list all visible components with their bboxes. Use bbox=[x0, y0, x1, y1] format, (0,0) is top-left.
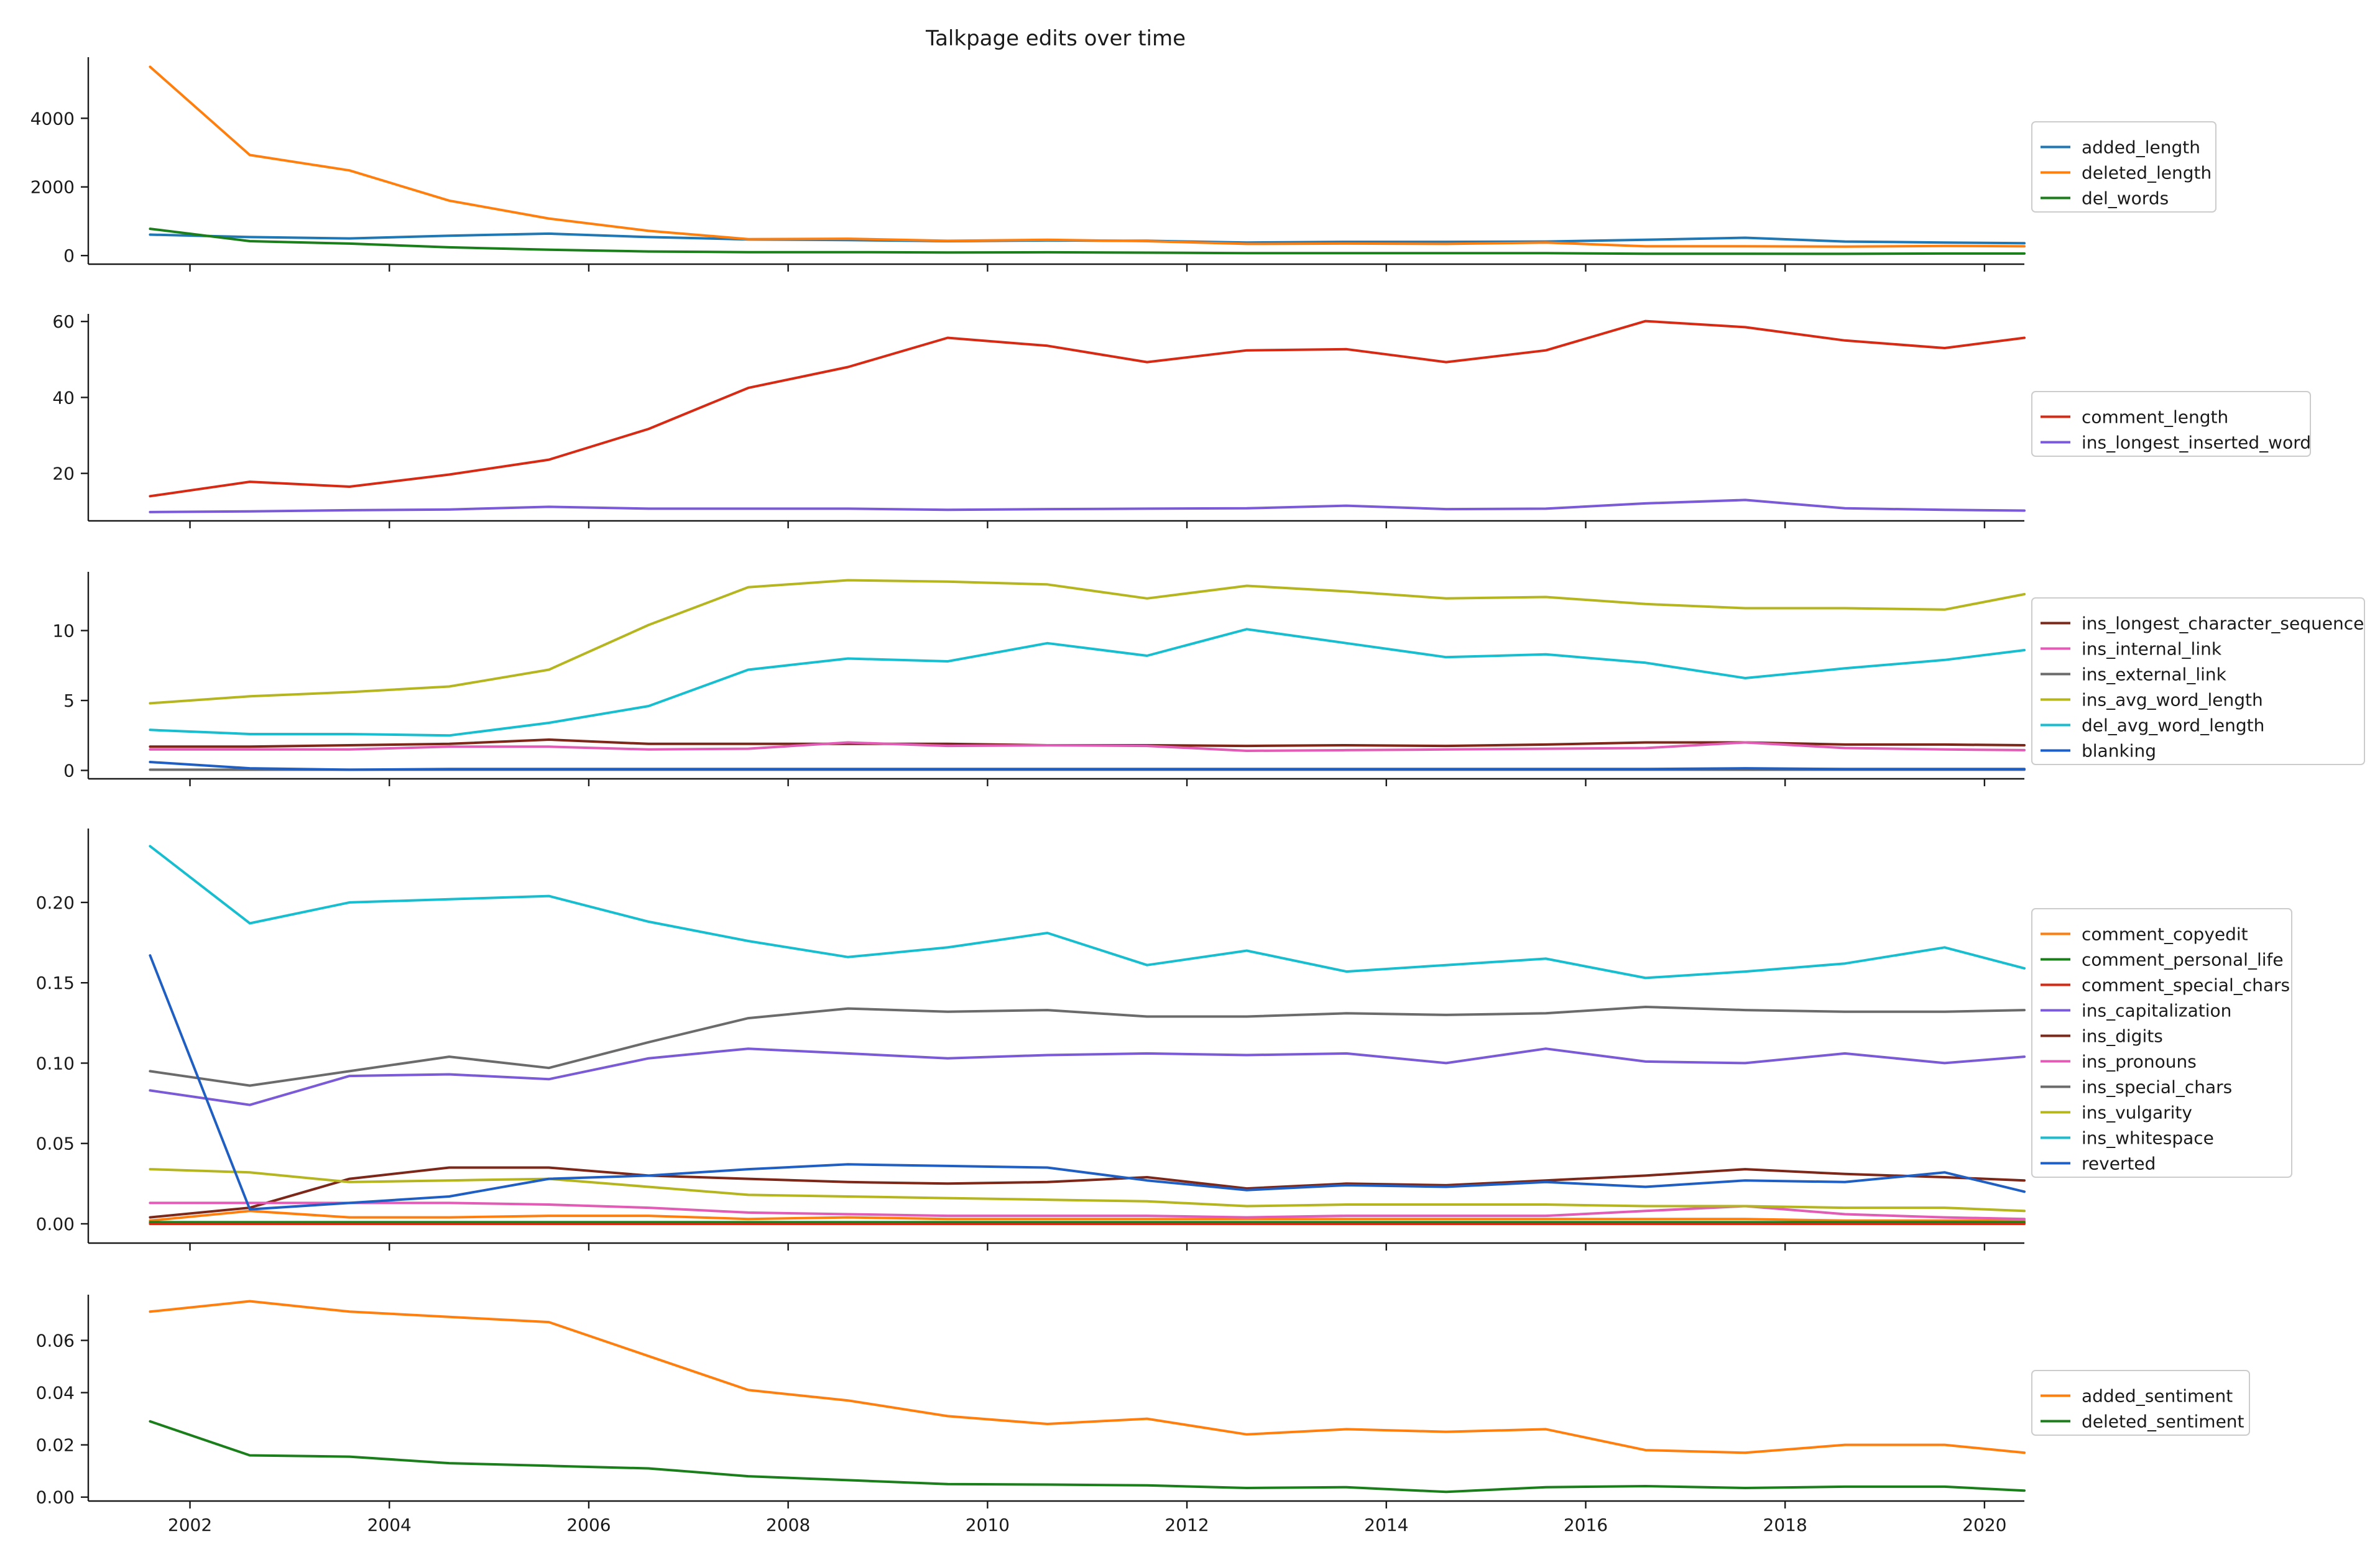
series-line-del_avg_word_length bbox=[149, 628, 2026, 737]
y-tick-label: 0.10 bbox=[36, 1053, 75, 1073]
x-tick-label: 2016 bbox=[1564, 1515, 1608, 1535]
y-tick-label: 0.04 bbox=[36, 1383, 75, 1403]
series-line-reverted bbox=[149, 954, 2026, 1211]
legend-2: comment_length ins_longest_inserted_word bbox=[2031, 391, 2311, 457]
x-tick-label: 2012 bbox=[1165, 1515, 1209, 1535]
series-line-comment_length bbox=[149, 319, 2026, 498]
series-line-ins_internal_link bbox=[149, 741, 2026, 752]
y-tick-label: 40 bbox=[52, 387, 75, 408]
x-tick-label: 2006 bbox=[566, 1515, 611, 1535]
panel-3: 0 5 10 ins_longest_character_sequence ins_in… bbox=[52, 572, 2365, 786]
legend-label: ins_longest_inserted_word bbox=[2082, 433, 2311, 453]
legend-label: ins_external_link bbox=[2082, 664, 2227, 685]
x-tick-label: 2020 bbox=[1962, 1515, 2006, 1535]
legend-label: ins_digits bbox=[2082, 1026, 2163, 1047]
legend-frame bbox=[2031, 391, 2311, 457]
legend-label: added_length bbox=[2082, 137, 2200, 158]
series-line-deleted_length bbox=[149, 65, 2026, 248]
panel-4: 0.000.050.100.150.20comment_copyeditcomm… bbox=[36, 829, 2292, 1251]
legend-label: ins_internal_link bbox=[2082, 639, 2222, 659]
legend-label: ins_pronouns bbox=[2082, 1052, 2197, 1072]
legend-label: comment_special_chars bbox=[2082, 975, 2290, 996]
legend-frame bbox=[2031, 1370, 2250, 1436]
series-line-del_words bbox=[149, 227, 2026, 255]
legend-label: comment_length bbox=[2082, 407, 2228, 428]
series-line-ins_digits bbox=[149, 1166, 2026, 1219]
x-tick-label: 2014 bbox=[1364, 1515, 1408, 1535]
legend-frame bbox=[2031, 908, 2292, 1178]
series-line-ins_whitespace bbox=[149, 845, 2026, 980]
series-line-blanking bbox=[149, 761, 2026, 771]
y-tick-label: 0.05 bbox=[36, 1134, 75, 1154]
legend-1: added_length deleted_length del_words bbox=[2031, 121, 2216, 213]
legend-label: reverted bbox=[2082, 1154, 2156, 1174]
legend-label: ins_vulgarity bbox=[2082, 1103, 2192, 1123]
series-line-deleted_sentiment bbox=[149, 1420, 2026, 1494]
y-tick-label: 4000 bbox=[30, 108, 75, 129]
legend-label: ins_special_chars bbox=[2082, 1077, 2232, 1098]
y-tick-label: 0.06 bbox=[36, 1331, 75, 1351]
y-tick-label: 0.02 bbox=[36, 1435, 75, 1456]
y-tick-label: 0.00 bbox=[36, 1487, 75, 1508]
panel-1: 0 2000 4000 added_length deleted_length del_w… bbox=[30, 57, 2216, 272]
y-tick-label: 0 bbox=[63, 246, 75, 266]
legend-label: added_sentiment bbox=[2082, 1386, 2233, 1407]
x-tick-label: 2010 bbox=[966, 1515, 1010, 1535]
legend-3: ins_longest_character_sequence ins_intern… bbox=[2031, 597, 2365, 765]
legend-frame bbox=[2031, 121, 2216, 213]
figure-title: Talkpage edits over time bbox=[925, 26, 1186, 51]
legend-4: comment_copyedit comment_personal_lifecom… bbox=[2031, 908, 2292, 1178]
y-tick-label: 5 bbox=[63, 691, 75, 711]
legend-label: del_words bbox=[2082, 188, 2169, 209]
legend-label: comment_personal_life bbox=[2082, 950, 2284, 970]
panel-5: 0.00 0.02 0.04 0.06 2002 2004 2006 2008 2010 2012… bbox=[36, 1295, 2250, 1535]
series-line-ins_capitalization bbox=[149, 1047, 2026, 1106]
legend-5: added_sentiment deleted_sentiment bbox=[2031, 1370, 2250, 1436]
panel-2: 20 40 60 comment_length ins_longest_inserted… bbox=[52, 311, 2311, 528]
y-tick-label: 0.00 bbox=[36, 1214, 75, 1234]
legend-label: comment_copyedit bbox=[2082, 924, 2248, 945]
legend-frame bbox=[2031, 597, 2365, 765]
series-line-ins_longest_inserted_word bbox=[149, 498, 2026, 513]
y-tick-label: 10 bbox=[52, 621, 75, 641]
series-line-ins_special_chars bbox=[149, 1006, 2026, 1087]
series-line-ins_vulgarity bbox=[149, 1168, 2026, 1213]
x-tick-label: 2002 bbox=[168, 1515, 212, 1535]
legend-label: ins_avg_word_length bbox=[2082, 690, 2263, 710]
y-tick-label: 0.20 bbox=[36, 893, 75, 913]
x-tick-label: 2004 bbox=[367, 1515, 412, 1535]
x-tick-label: 2018 bbox=[1763, 1515, 1807, 1535]
y-tick-label: 0.15 bbox=[36, 973, 75, 993]
chart-panels: 0 2000 4000 added_length deleted_length del_w… bbox=[30, 57, 2365, 1535]
series-line-ins_avg_word_length bbox=[149, 579, 2026, 705]
y-tick-label: 2000 bbox=[30, 177, 75, 198]
y-tick-label: 0 bbox=[63, 761, 75, 781]
legend-label: blanking bbox=[2082, 741, 2156, 761]
legend-label: deleted_length bbox=[2082, 163, 2212, 183]
x-tick-label: 2008 bbox=[766, 1515, 810, 1535]
legend-label: deleted_sentiment bbox=[2082, 1412, 2244, 1432]
series-line-comment_copyedit bbox=[149, 1210, 2026, 1222]
legend-label: ins_longest_character_sequence bbox=[2082, 613, 2364, 634]
legend-label: ins_whitespace bbox=[2082, 1128, 2214, 1149]
legend-label: del_avg_word_length bbox=[2082, 715, 2264, 736]
y-tick-label: 60 bbox=[52, 311, 75, 332]
y-tick-label: 20 bbox=[52, 464, 75, 484]
legend-label: ins_capitalization bbox=[2082, 1001, 2231, 1021]
series-line-added_sentiment bbox=[149, 1300, 2026, 1454]
